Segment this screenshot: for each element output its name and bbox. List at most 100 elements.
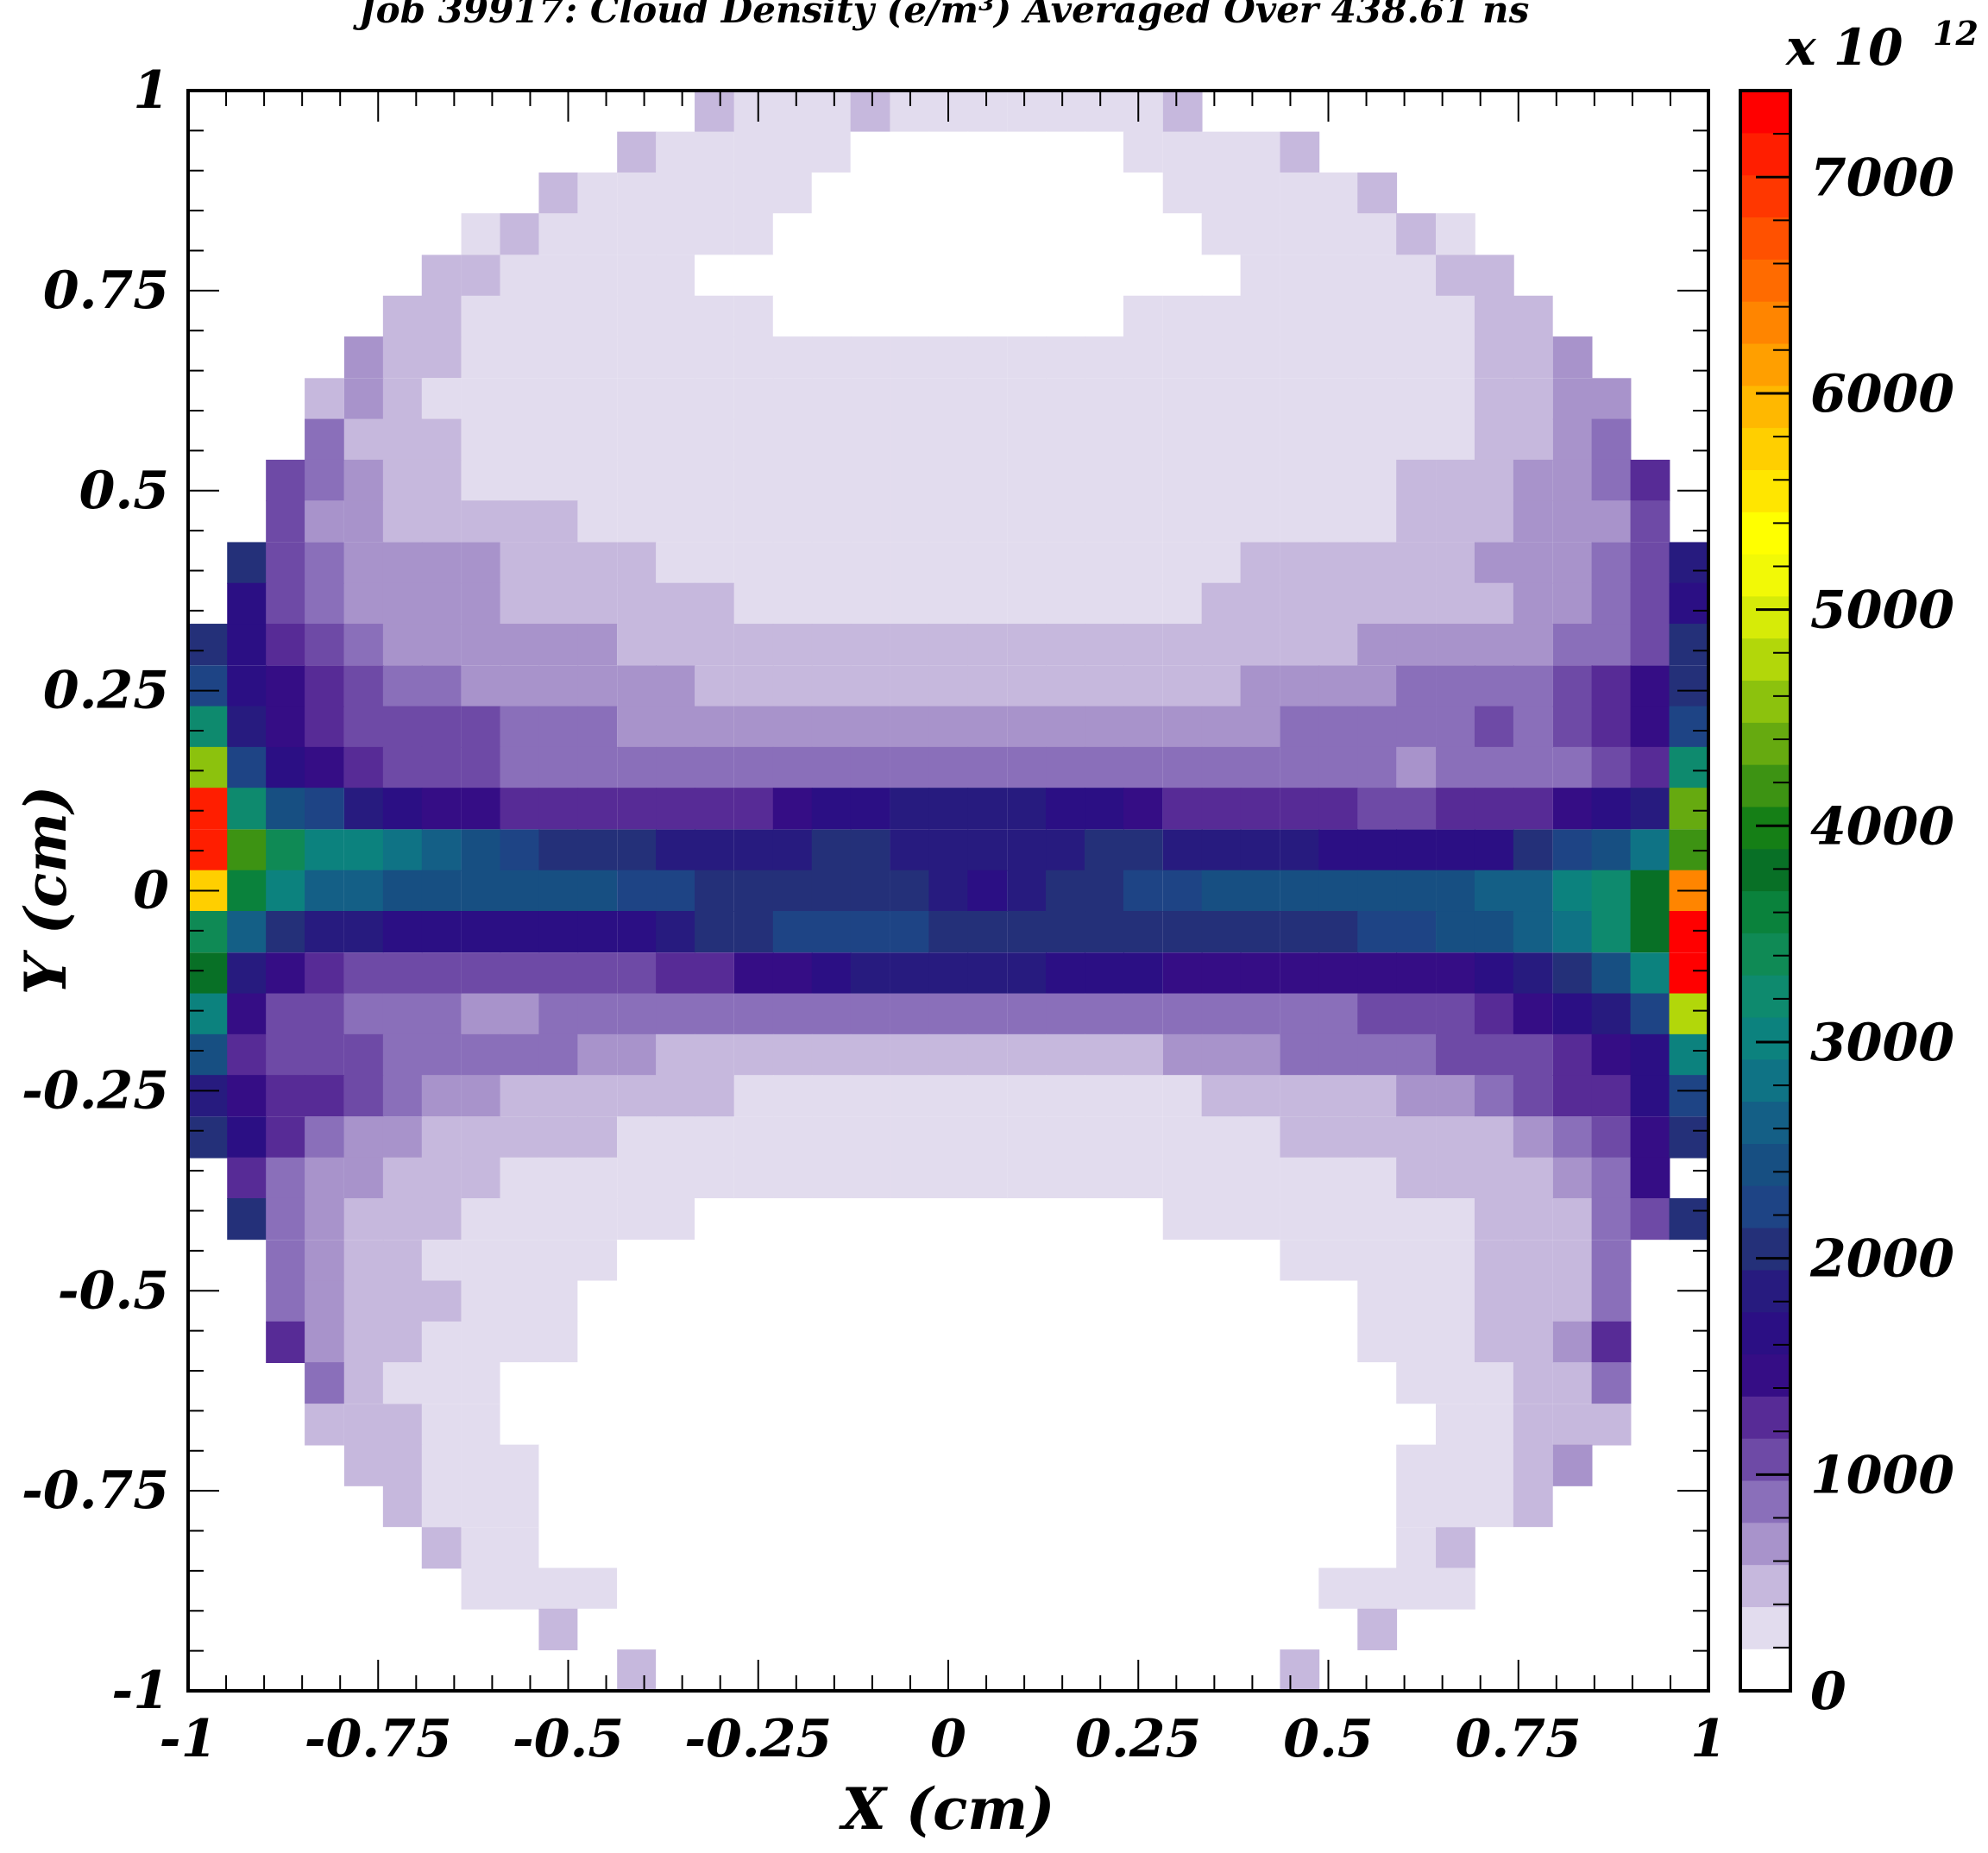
heatmap-cell <box>382 829 423 871</box>
heatmap-cell <box>538 336 579 379</box>
heatmap-cell <box>1436 746 1475 789</box>
heatmap-cell <box>1396 1444 1437 1486</box>
heatmap-cell <box>1162 1116 1203 1159</box>
heatmap-cell <box>617 1567 657 1610</box>
heatmap-cell <box>1201 1033 1242 1077</box>
heatmap-cell <box>1046 1197 1085 1241</box>
heatmap-cell <box>772 911 813 953</box>
heatmap-cell <box>733 131 774 173</box>
heatmap-cell <box>811 1649 852 1692</box>
heatmap-cell <box>967 1608 1008 1650</box>
heatmap-cell <box>1046 1649 1085 1692</box>
y-tick-label: -1 <box>111 1661 169 1721</box>
heatmap-cell <box>461 1240 501 1282</box>
heatmap-cell <box>967 870 1008 912</box>
heatmap-cell <box>577 542 618 584</box>
heatmap-cell <box>1201 746 1242 789</box>
heatmap-cell <box>890 459 930 502</box>
heatmap-cell <box>1318 911 1359 953</box>
colorbar-segment <box>1740 217 1790 260</box>
heatmap-cell <box>928 1321 969 1363</box>
heatmap-cell <box>772 1280 813 1322</box>
heatmap-cell <box>850 131 890 173</box>
heatmap-cell <box>382 1444 423 1486</box>
colorbar-tick-label: 6000 <box>1810 364 1954 424</box>
heatmap-cell <box>656 500 695 543</box>
heatmap-cell <box>733 213 774 255</box>
heatmap-cell <box>1357 1527 1398 1569</box>
heatmap-cell <box>928 582 969 625</box>
heatmap-cell <box>1436 1075 1475 1117</box>
heatmap-cell <box>733 1567 774 1610</box>
heatmap-cell <box>1396 582 1437 625</box>
heatmap-cell <box>695 1116 734 1159</box>
heatmap-cell <box>1162 1075 1203 1117</box>
heatmap-cell <box>733 1444 774 1486</box>
heatmap-cell <box>890 254 930 297</box>
heatmap-cell <box>305 418 344 461</box>
heatmap-cell <box>850 1362 890 1404</box>
heatmap-cell <box>1396 418 1437 461</box>
heatmap-cell <box>695 336 734 379</box>
heatmap-cell <box>1591 1116 1632 1159</box>
heatmap-cell <box>305 952 344 995</box>
heatmap-cell <box>811 131 852 173</box>
heatmap-cell <box>1162 1485 1203 1528</box>
heatmap-cell <box>461 665 501 707</box>
heatmap-cell <box>1318 295 1359 337</box>
heatmap-cell <box>188 1033 229 1077</box>
heatmap-cell <box>850 500 890 543</box>
heatmap-cell <box>890 542 930 584</box>
heatmap-cell <box>1396 706 1437 748</box>
heatmap-cell <box>1201 1362 1242 1404</box>
heatmap-cell <box>1591 1321 1632 1363</box>
heatmap-cell <box>695 542 734 584</box>
heatmap-cell <box>227 911 267 953</box>
heatmap-cell <box>421 336 462 379</box>
heatmap-cell <box>1007 1567 1047 1610</box>
heatmap-cell <box>1046 91 1085 133</box>
heatmap-cell <box>500 1280 540 1322</box>
heatmap-cell <box>577 665 618 707</box>
heatmap-cell <box>227 993 267 1035</box>
heatmap-cell <box>695 254 734 297</box>
heatmap-cell <box>1552 788 1593 830</box>
heatmap-cell <box>890 993 930 1035</box>
heatmap-cell <box>1280 1527 1320 1569</box>
heatmap-cell <box>382 378 423 420</box>
heatmap-cell <box>266 1280 305 1322</box>
heatmap-cell <box>577 870 618 912</box>
heatmap-cell <box>1396 459 1437 502</box>
heatmap-cell <box>1007 131 1047 173</box>
heatmap-cell <box>461 1116 501 1159</box>
heatmap-cell <box>1591 1280 1632 1322</box>
heatmap-cell <box>1318 1075 1359 1117</box>
heatmap-cell <box>617 1362 657 1404</box>
heatmap-cell <box>772 1567 813 1610</box>
heatmap-cell <box>1046 1567 1085 1610</box>
heatmap-cell <box>928 213 969 255</box>
heatmap-cell <box>1162 993 1203 1035</box>
heatmap-cell <box>1591 746 1632 789</box>
heatmap-cell <box>1280 459 1320 502</box>
heatmap-cell <box>266 1240 305 1282</box>
heatmap-cell <box>850 1527 890 1569</box>
heatmap-cell <box>1201 172 1242 215</box>
heatmap-cell <box>1240 172 1280 215</box>
heatmap-cell <box>500 1033 540 1077</box>
colorbar-segment <box>1740 1522 1790 1566</box>
heatmap-cell <box>733 1527 774 1569</box>
heatmap-cell <box>1357 1485 1398 1528</box>
heatmap-cell <box>538 746 579 789</box>
heatmap-cell <box>538 706 579 748</box>
heatmap-cell <box>1046 1075 1085 1117</box>
heatmap-cell <box>1436 378 1475 420</box>
heatmap-cell <box>1240 1240 1280 1282</box>
heatmap-cell <box>1436 1321 1475 1363</box>
heatmap-cell <box>1280 829 1320 871</box>
heatmap-cell <box>1007 1116 1047 1159</box>
heatmap-cell <box>538 665 579 707</box>
heatmap-cell <box>928 1157 969 1199</box>
heatmap-cell <box>500 459 540 502</box>
